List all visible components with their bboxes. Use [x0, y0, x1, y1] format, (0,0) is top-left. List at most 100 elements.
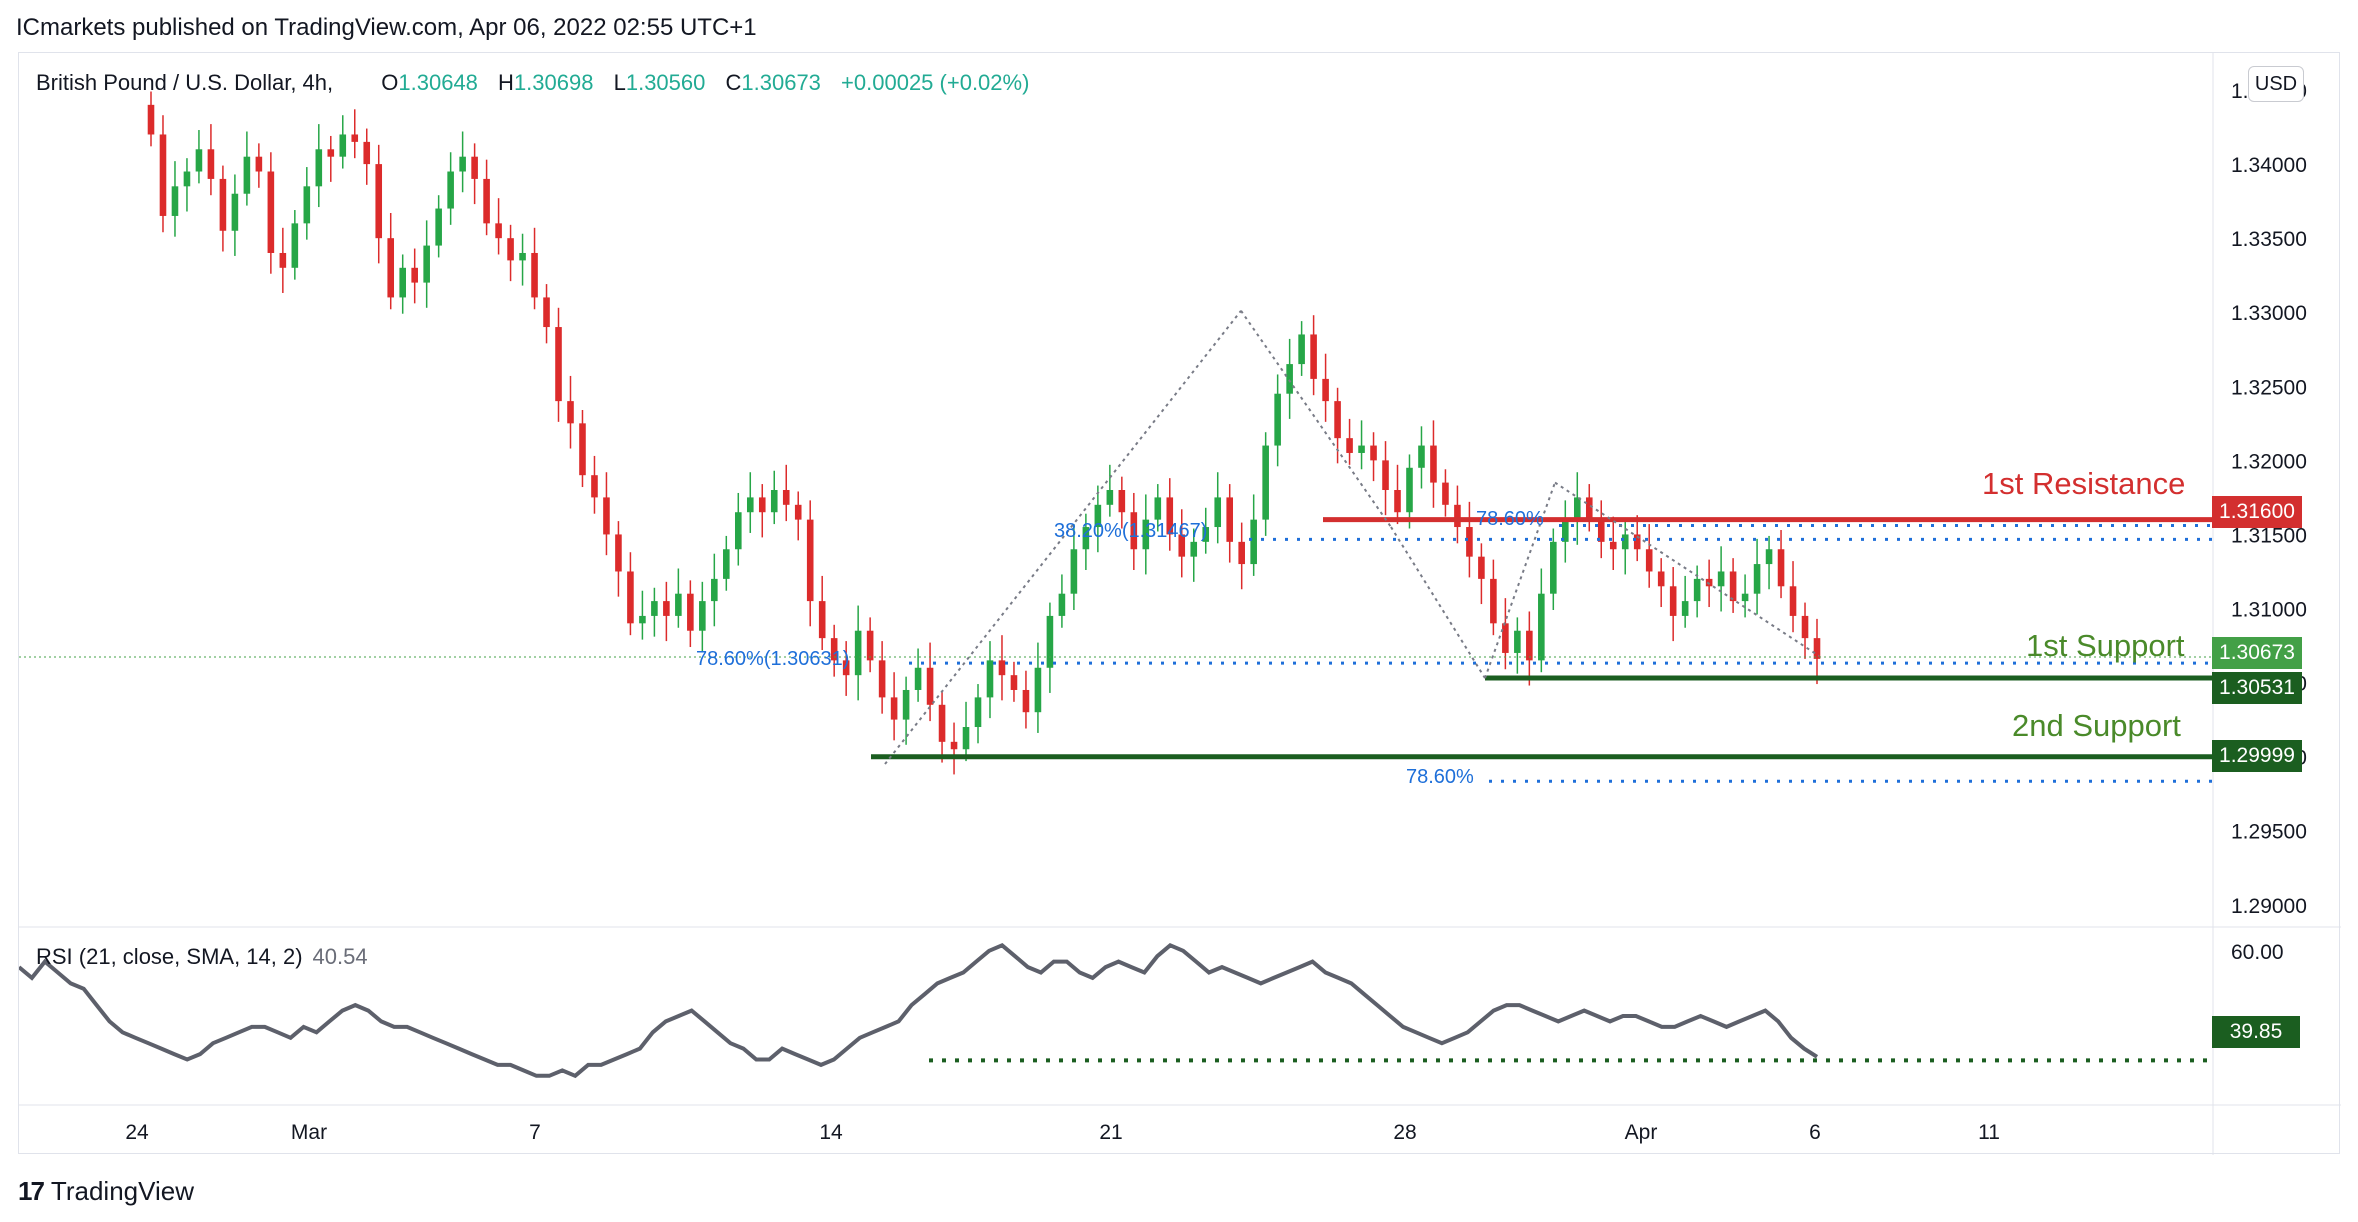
- candle-body: [1250, 519, 1257, 565]
- candle-body: [1190, 541, 1198, 557]
- candle-body: [1597, 519, 1605, 542]
- symbol-label[interactable]: British Pound / U.S. Dollar, 4h,: [36, 70, 334, 95]
- support-1-price-tag: 1.30531: [2212, 672, 2302, 704]
- candle-body: [1022, 689, 1030, 713]
- close-label: C: [725, 70, 742, 95]
- candle-body: [782, 490, 790, 505]
- low-label: L: [613, 70, 626, 95]
- tradingview-logo[interactable]: 17 TradingView: [18, 1176, 194, 1207]
- candle-body: [183, 171, 191, 187]
- candle-body: [723, 549, 730, 579]
- candle-body: [1478, 556, 1485, 579]
- candle-body: [267, 171, 275, 253]
- candle-body: [1406, 467, 1413, 513]
- candle-body: [423, 245, 430, 283]
- candle-body: [591, 475, 598, 498]
- candle-body: [207, 149, 215, 179]
- candle-body: [1154, 497, 1162, 520]
- candle-body: [663, 601, 670, 616]
- candle-body: [315, 149, 323, 187]
- candle-body: [1645, 549, 1653, 572]
- candle-body: [890, 697, 898, 720]
- fib-label-4: 78.60%: [1476, 508, 1544, 530]
- candle-body: [1358, 445, 1365, 453]
- y-tick-label: 1.29000: [2231, 895, 2307, 918]
- candle-body: [1142, 519, 1150, 550]
- candle-body: [195, 149, 203, 172]
- support-2-label: 2nd Support: [2012, 708, 2181, 743]
- open-value: 1.30648: [398, 70, 478, 95]
- x-tick-label: 6: [1809, 1121, 1821, 1144]
- rsi-value: 40.54: [312, 944, 368, 969]
- currency-button[interactable]: USD: [2248, 66, 2304, 102]
- trend-leg: [884, 310, 1242, 765]
- candle-body: [231, 193, 239, 231]
- candle-body: [806, 519, 814, 602]
- candle-body: [1298, 334, 1305, 365]
- candle-body: [1514, 630, 1521, 653]
- candle-body: [1430, 445, 1437, 483]
- candle-body: [1801, 615, 1809, 639]
- candle-body: [1418, 445, 1425, 468]
- candle-body: [1106, 490, 1114, 505]
- candle-body: [1010, 675, 1018, 690]
- candle-body: [1094, 504, 1102, 528]
- candle-body: [1034, 667, 1042, 713]
- candle-body: [1046, 615, 1054, 668]
- candle-body: [519, 252, 526, 261]
- candle-body: [878, 660, 886, 698]
- candle-body: [770, 490, 778, 513]
- candle-body: [1753, 564, 1761, 594]
- candle-body: [1466, 527, 1473, 557]
- candle-body: [1322, 378, 1329, 402]
- candle-body: [327, 149, 335, 157]
- candle-body: [447, 171, 454, 209]
- candle-body: [699, 601, 706, 631]
- y-tick-label: 1.32500: [2231, 376, 2307, 399]
- candle-body: [1609, 541, 1617, 550]
- candle-body: [1454, 504, 1461, 528]
- y-tick-label: 1.29500: [2231, 821, 2307, 844]
- ohlc-legend: British Pound / U.S. Dollar, 4h, O1.3064…: [36, 70, 1043, 96]
- candle-body: [243, 156, 251, 194]
- y-tick-label: 1.31000: [2231, 599, 2307, 622]
- publisher-line: ICmarkets published on TradingView.com, …: [16, 14, 757, 41]
- candle-body: [1502, 623, 1509, 653]
- current-price-tag: 1.30673: [2212, 637, 2302, 669]
- candle-body: [615, 534, 622, 572]
- candle-body: [1214, 497, 1222, 528]
- candle-body: [651, 601, 658, 616]
- candle-body: [1286, 364, 1293, 394]
- candle-body: [1538, 593, 1545, 661]
- candle-body: [1118, 490, 1126, 513]
- candle-body: [579, 423, 586, 476]
- candle-body: [1633, 534, 1641, 550]
- candle-body: [746, 497, 754, 513]
- rsi-y-tick-label: 60.00: [2231, 941, 2284, 964]
- fib-label-2: 38.20%(1.31467): [1054, 520, 1208, 542]
- tradingview-mark-icon: 17: [18, 1176, 45, 1206]
- candle-body: [1202, 527, 1210, 542]
- candle-body: [1394, 490, 1401, 513]
- candle-body: [363, 141, 371, 165]
- resistance-price-tag: 1.31600: [2212, 496, 2302, 528]
- candle-body: [1526, 630, 1533, 661]
- support-2-price-tag: 1.29999: [2212, 740, 2302, 772]
- candle-body: [1789, 586, 1797, 616]
- candle-body: [1058, 593, 1066, 616]
- candle-body: [291, 223, 299, 268]
- candle-body: [675, 593, 682, 616]
- candle-body: [1226, 497, 1234, 542]
- rsi-label[interactable]: RSI (21, close, SMA, 14, 2): [36, 944, 303, 969]
- support-1-label: 1st Support: [2026, 628, 2185, 663]
- candle-body: [1717, 571, 1725, 587]
- candle-body: [1178, 534, 1186, 557]
- candle-body: [926, 667, 934, 705]
- chart-canvas[interactable]: 1.290001.295001.300001.305001.310001.315…: [19, 53, 2341, 1155]
- candle-body: [1082, 527, 1090, 550]
- candle-body: [1562, 519, 1569, 542]
- candle-body: [387, 238, 395, 298]
- candle-body: [303, 186, 311, 224]
- x-tick-label: Apr: [1625, 1121, 1658, 1144]
- high-value: 1.30698: [513, 70, 594, 95]
